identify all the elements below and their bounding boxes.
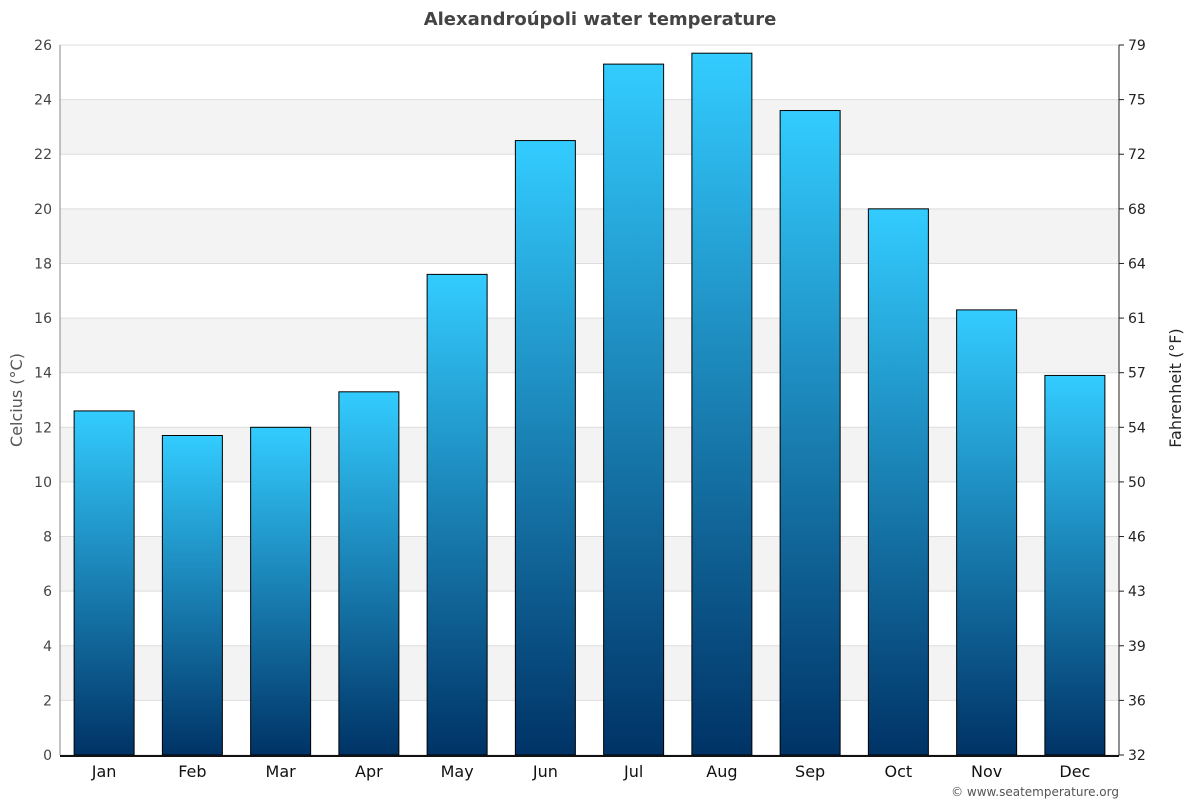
grid-band	[60, 99, 1119, 155]
x-tick-label: Oct	[885, 762, 913, 781]
y-tick-label: 18	[34, 256, 52, 272]
grid-band	[60, 536, 1119, 592]
bar-nov[interactable]	[956, 309, 1018, 756]
x-tick-label: Feb	[178, 762, 206, 781]
x-tick-label: May	[441, 762, 474, 781]
y-tick-label: 8	[43, 530, 52, 546]
y2-tick-label: 79	[1128, 38, 1146, 54]
y-tick-label: 4	[43, 639, 52, 655]
y-tick-label: 14	[34, 366, 52, 382]
grid-band	[60, 208, 1119, 264]
bar-aug[interactable]	[691, 52, 753, 756]
grid-band	[60, 318, 1119, 373]
y-tick-label: 26	[34, 38, 52, 54]
y-tick-label: 20	[34, 202, 52, 218]
x-tick-label: Jan	[91, 762, 117, 781]
y2-tick-label: 43	[1128, 584, 1146, 600]
bar-jul[interactable]	[603, 63, 665, 756]
x-tick-label: Jun	[532, 762, 558, 781]
y2-tick-label: 72	[1128, 147, 1146, 163]
y-tick-label: 22	[34, 147, 52, 163]
x-tick-label: Sep	[795, 762, 825, 781]
bar-sep[interactable]	[779, 110, 841, 756]
y2-tick-label: 57	[1128, 366, 1146, 382]
x-tick-label: Apr	[355, 762, 383, 781]
bar-mar[interactable]	[250, 426, 312, 756]
grid-band	[60, 427, 1119, 482]
bar-oct[interactable]	[867, 208, 929, 756]
y-tick-label: 12	[34, 420, 52, 436]
x-tick-label: Jul	[623, 762, 643, 781]
y2-tick-label: 61	[1128, 311, 1146, 327]
y2-tick-label: 36	[1128, 693, 1146, 709]
y2-tick-label: 75	[1128, 93, 1146, 109]
y2-tick-label: 39	[1128, 639, 1146, 655]
y-tick-label: 0	[43, 748, 52, 764]
y-tick-label: 6	[43, 584, 52, 600]
y2-tick-label: 68	[1128, 202, 1146, 218]
bar-feb[interactable]	[161, 435, 223, 756]
y2-tick-label: 32	[1128, 748, 1146, 764]
grid-band	[60, 645, 1119, 701]
y-axis-label: Celcius (°C)	[7, 353, 26, 447]
y-tick-label: 16	[34, 311, 52, 327]
bar-jan[interactable]	[73, 410, 135, 756]
x-tick-label: Aug	[706, 762, 737, 781]
y2-tick-label: 64	[1128, 256, 1146, 272]
chart-title: Alexandroúpoli water temperature	[424, 9, 777, 30]
footer-credit[interactable]: © www.seatemperature.org	[951, 785, 1119, 799]
x-tick-label: Mar	[266, 762, 297, 781]
bar-apr[interactable]	[338, 391, 400, 756]
y-tick-label: 2	[43, 693, 52, 709]
y2-tick-label: 54	[1128, 420, 1146, 436]
y-tick-label: 10	[34, 475, 52, 491]
bar-dec[interactable]	[1044, 374, 1106, 756]
y2-axis-label: Fahrenheit (°F)	[1166, 328, 1185, 447]
bar-jun[interactable]	[514, 140, 576, 756]
x-tick-label: Nov	[971, 762, 1002, 781]
y2-tick-label: 50	[1128, 475, 1146, 491]
y-tick-label: 24	[34, 93, 52, 109]
y2-tick-label: 46	[1128, 530, 1146, 546]
x-tick-label: Dec	[1059, 762, 1090, 781]
bar-may[interactable]	[426, 273, 488, 756]
